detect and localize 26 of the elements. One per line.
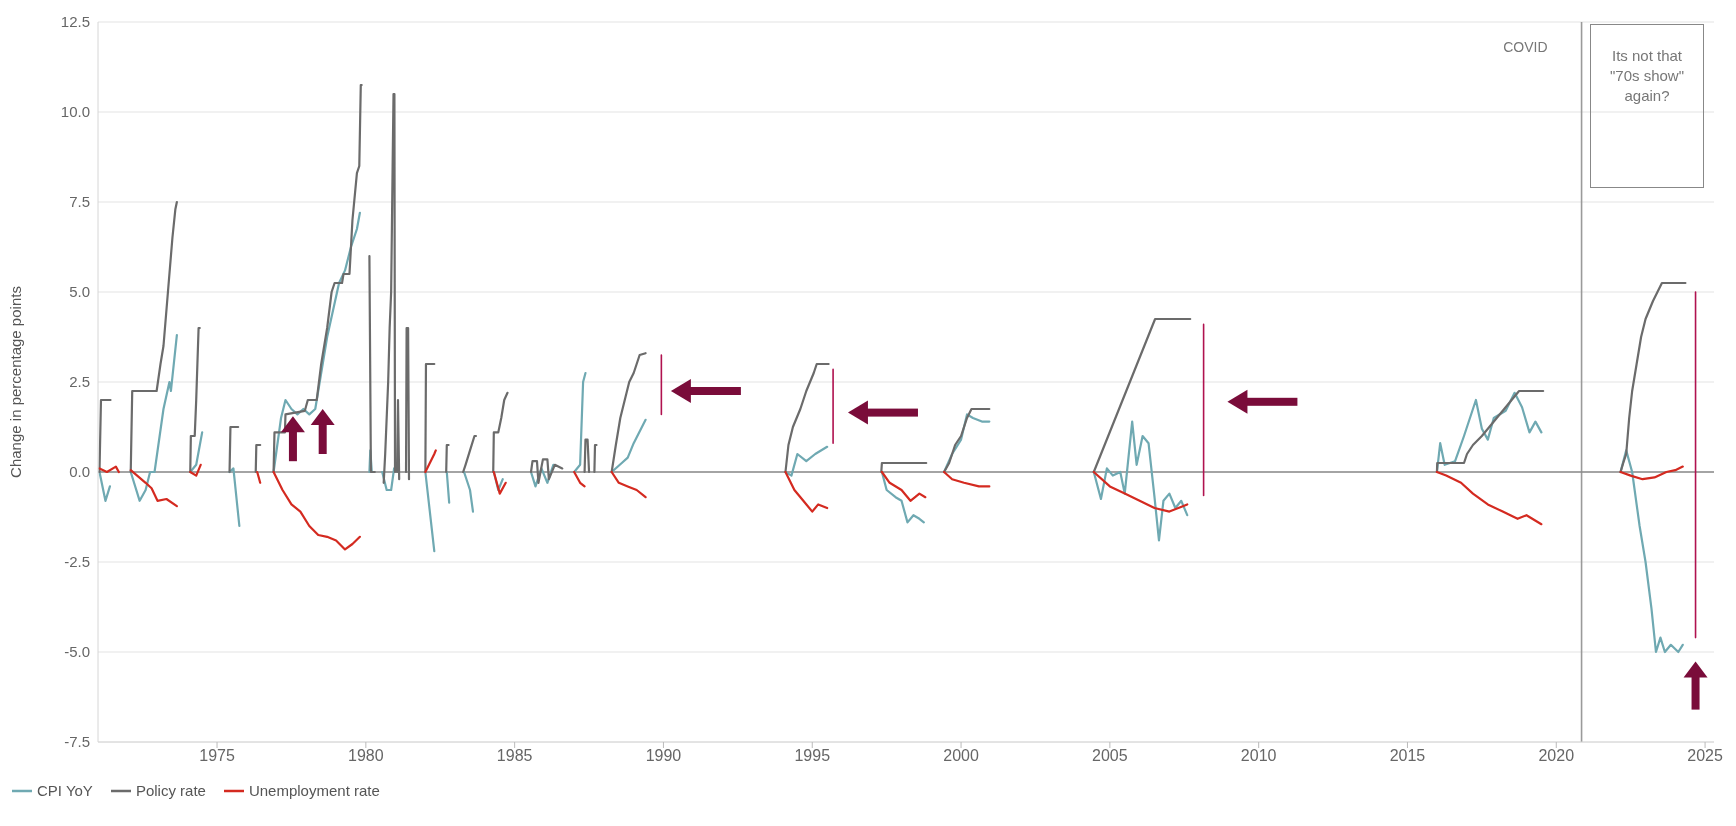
annotation: Its not that "70s show" again? [1610,46,1685,105]
x-tick-label: 2020 [1538,747,1575,765]
y-tick-label: -7.5 [64,733,90,751]
y-tick-label: -2.5 [64,553,90,571]
x-tick-label: 1990 [645,747,682,765]
x-tick-label: 2010 [1240,747,1277,765]
x-tick-label: 2005 [1092,747,1128,765]
y-tick-label: 7.5 [69,193,90,211]
legend-label: CPI YoY [37,782,93,799]
x-tick-label: 2015 [1389,747,1426,765]
x-tick-label: 1975 [199,747,235,765]
x-tick-label: 2025 [1687,747,1723,765]
y-tick-label: 5.0 [69,283,90,301]
y-tick-label: 10.0 [60,103,90,121]
y-tick-label: 0.0 [69,463,90,481]
y-tick-label: -5.0 [64,643,90,661]
y-tick-label: 2.5 [69,373,90,391]
y-tick-label: 12.5 [60,13,90,31]
x-tick-label: 1995 [794,747,831,765]
legend-label: Policy rate [135,782,206,799]
ref-line-label: COVID [1503,39,1548,55]
x-tick-label: 2000 [943,747,979,765]
x-tick-label: 1980 [348,747,384,765]
y-axis-title: Change in percentage points [7,286,25,478]
x-tick-label: 1985 [496,747,533,765]
legend-label: Unemployment rate [248,782,380,799]
